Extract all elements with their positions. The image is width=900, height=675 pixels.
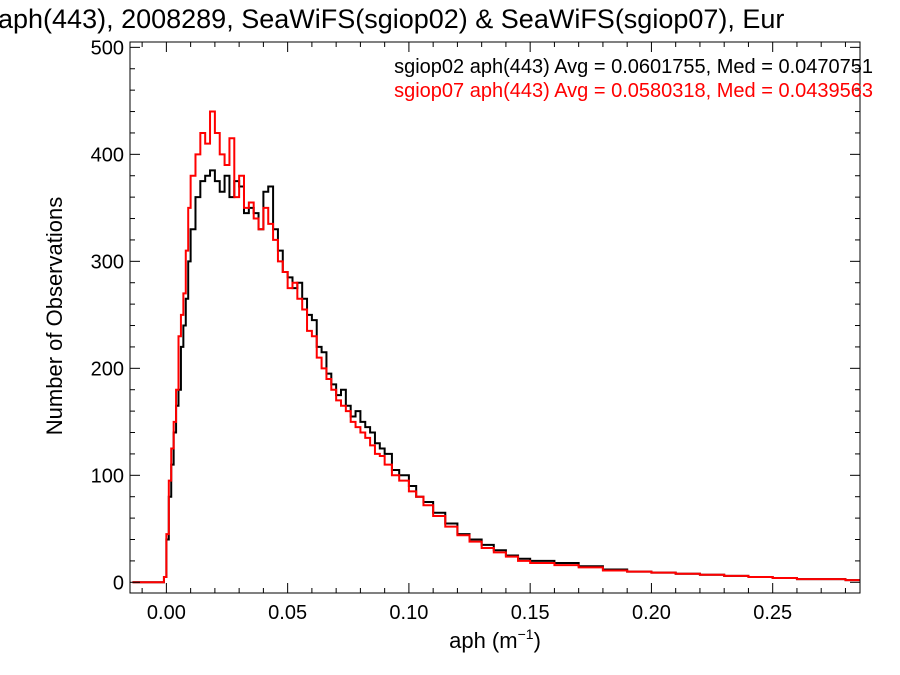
- y-tick-label: 300: [91, 251, 124, 273]
- y-tick-label: 400: [91, 144, 124, 166]
- plot-border: [130, 42, 860, 593]
- y-tick-label: 0: [113, 572, 124, 594]
- legend-entry-sgiop07: sgiop07 aph(443) Avg = 0.0580318, Med = …: [394, 80, 873, 102]
- series-line-sgiop07: [132, 112, 860, 583]
- x-axis-label-main: aph (m: [449, 628, 517, 653]
- legend-entry-sgiop02: sgiop02 aph(443) Avg = 0.0601755, Med = …: [394, 56, 873, 78]
- x-tick-label: 0.10: [389, 602, 428, 624]
- x-tick-label: 0.00: [147, 602, 186, 624]
- plot-frame: 0.00 0.05 0.10 0.15 0.20 0.25 0 100 200 300 400 500: [91, 37, 860, 624]
- x-tick-label: 0.15: [511, 602, 550, 624]
- x-tick-label: 0.25: [753, 602, 792, 624]
- y-tick-label: 100: [91, 465, 124, 487]
- series-line-sgiop02: [132, 170, 860, 582]
- x-tick-label: 0.05: [268, 602, 307, 624]
- x-axis-label-superscript: −1: [518, 626, 534, 642]
- y-tick-label: 500: [91, 37, 124, 59]
- chart-title: aph(443), 2008289, SeaWiFS(sgiop02) & Se…: [0, 4, 784, 34]
- x-tick-label: 0.20: [632, 602, 671, 624]
- x-axis-label-close: ): [534, 628, 541, 653]
- legend: sgiop02 aph(443) Avg = 0.0601755, Med = …: [394, 56, 873, 102]
- y-axis-label: Number of Observations: [42, 197, 67, 435]
- y-tick-label: 200: [91, 358, 124, 380]
- x-axis-label: aph (m−1): [449, 626, 541, 653]
